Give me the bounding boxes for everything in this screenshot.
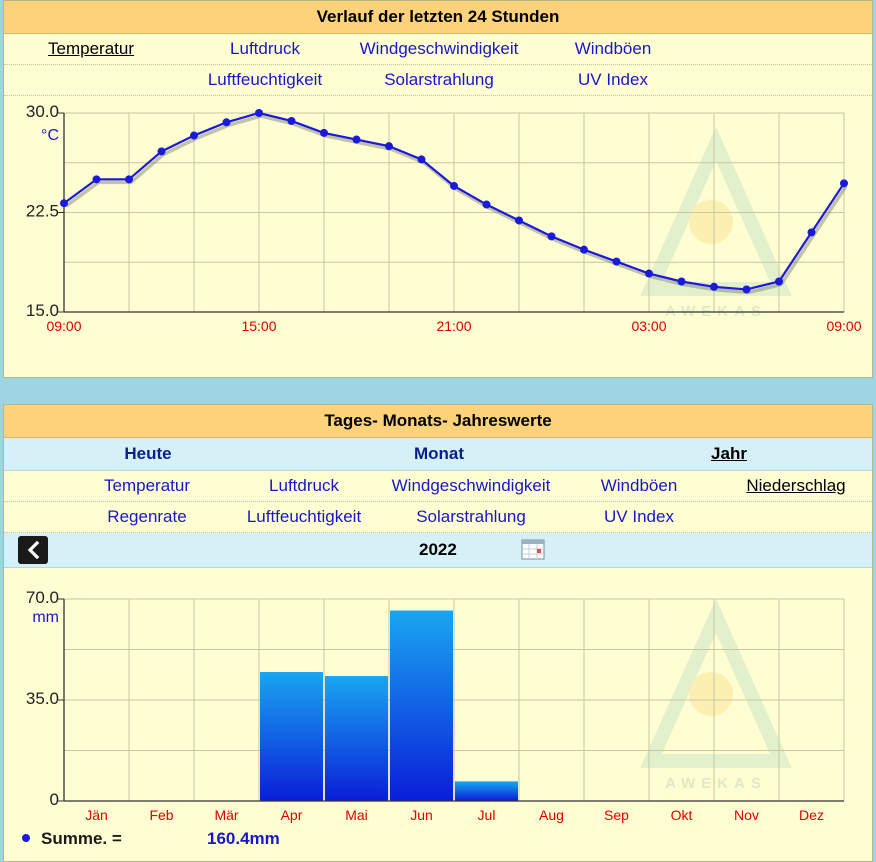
data-point (157, 147, 166, 156)
tab-windgeschwindigkeit[interactable]: Windgeschwindigkeit (359, 39, 519, 58)
temperature-line-chart: AWEKAS 30.0 22.5 15.0 °C 09:00 15:00 21:00 03:00… (26, 102, 862, 334)
x-tick-label: Jul (478, 807, 496, 823)
data-point (645, 269, 653, 278)
awekas-watermark: AWEKAS (640, 126, 792, 320)
x-tick-label: Feb (149, 807, 173, 823)
watermark-text: AWEKAS (665, 775, 767, 792)
period-monat[interactable]: Monat (413, 444, 465, 463)
tab-solarstrahlung[interactable]: Solarstrahlung (384, 70, 494, 89)
data-point (255, 109, 263, 117)
bar-jun (390, 610, 453, 801)
legend-value: 160.4mm (207, 829, 280, 848)
tab-luftfeuchtigkeit[interactable]: Luftfeuchtigkeit (207, 70, 323, 89)
period-jahr[interactable]: Jahr (711, 444, 747, 463)
bar-apr (260, 672, 323, 801)
y-tick-label: 70.0 (26, 588, 59, 607)
x-tick-label: Jän (85, 807, 108, 823)
y-tick-label: 30.0 (26, 102, 59, 121)
year-label: 2022 (419, 540, 457, 559)
data-point (742, 285, 751, 294)
legend: Summe. = 160.4mm (22, 829, 280, 848)
tab-luftdruck[interactable]: Luftdruck (230, 39, 300, 58)
panel-header-24h: Verlauf der letzten 24 Stunden (4, 1, 872, 34)
data-point (840, 179, 848, 188)
series-line-shadow (64, 114, 848, 295)
y-axis-unit: mm (32, 609, 59, 626)
watermark-sun (689, 672, 733, 716)
x-tick-label: 09:00 (826, 318, 861, 334)
tab-luftfeuchtigkeit-2[interactable]: Luftfeuchtigkeit (246, 507, 362, 526)
x-tick-label: Mai (345, 807, 368, 823)
data-point (482, 200, 491, 209)
bar-mai (325, 676, 388, 801)
previous-year-button[interactable] (18, 536, 48, 564)
legend-marker (22, 834, 30, 842)
x-tick-label: 21:00 (436, 318, 471, 334)
legend-label: Summe. = (41, 829, 122, 848)
tab-regenrate[interactable]: Regenrate (107, 507, 187, 526)
x-tick-label: Sep (604, 807, 629, 823)
tab-niederschlag[interactable]: Niederschlag (746, 476, 846, 495)
period-values-panel: Tages- Monats- Jahreswerte Heute Monat J… (3, 404, 873, 862)
data-point (677, 277, 686, 286)
x-tick-label: Jun (410, 807, 433, 823)
tab-uv-index[interactable]: UV Index (578, 70, 648, 89)
year-nav-bar: 2022 (4, 533, 872, 568)
data-point (320, 128, 328, 137)
period-heute[interactable]: Heute (124, 444, 172, 463)
y-tick-label: 0 (50, 790, 59, 809)
y-tick-label: 22.5 (26, 202, 59, 221)
tab-windgeschwindigkeit-2[interactable]: Windgeschwindigkeit (391, 476, 551, 495)
data-point (450, 181, 458, 190)
x-tick-label: Apr (281, 807, 303, 823)
x-tick-label: Aug (539, 807, 564, 823)
x-tick-label: Mär (214, 807, 238, 823)
tab-windboeen-2[interactable]: Windböen (600, 476, 678, 495)
y-tick-label: 15.0 (26, 301, 59, 320)
y-axis-unit: °C (41, 127, 59, 144)
last-24h-panel: Verlauf der letzten 24 Stunden Temperatu… (3, 0, 873, 378)
data-point (190, 131, 198, 140)
data-point (385, 142, 393, 151)
x-tick-label: Okt (671, 807, 693, 823)
data-point (125, 175, 133, 184)
data-point (60, 199, 68, 208)
tab-windboeen[interactable]: Windböen (574, 39, 652, 58)
precipitation-bar-chart: AWEKAS 70.0 35.0 0 mm Jän Feb Mär Apr Mai Jun Jul Au… (22, 588, 845, 848)
tab-temperatur-2[interactable]: Temperatur (104, 476, 190, 495)
data-point (807, 228, 816, 237)
awekas-watermark: AWEKAS (640, 598, 792, 792)
data-point (417, 155, 426, 164)
x-tick-label: 09:00 (46, 318, 81, 334)
watermark-triangle (640, 598, 792, 768)
data-point (775, 277, 783, 286)
data-point (92, 175, 101, 184)
x-tick-label: Nov (734, 807, 759, 823)
data-point (710, 282, 718, 291)
tab-solarstrahlung-2[interactable]: Solarstrahlung (416, 507, 526, 526)
chevron-left-icon (27, 541, 40, 559)
tab-temperatur[interactable]: Temperatur (48, 39, 134, 58)
data-point (580, 245, 588, 254)
data-point (222, 118, 231, 127)
x-tick-label: Dez (799, 807, 824, 823)
data-point (352, 135, 361, 144)
x-tick-label: 03:00 (631, 318, 666, 334)
tab-luftdruck-2[interactable]: Luftdruck (269, 476, 339, 495)
data-point (287, 116, 296, 125)
data-point (515, 216, 523, 225)
tab-uv-index-2[interactable]: UV Index (604, 507, 674, 526)
panel-header-period: Tages- Monats- Jahreswerte (4, 405, 872, 438)
y-tick-label: 35.0 (26, 689, 59, 708)
bar-jul (455, 781, 518, 801)
calendar-icon[interactable] (521, 538, 545, 560)
watermark-sun (689, 200, 733, 244)
data-point (612, 257, 621, 266)
data-point (547, 232, 556, 241)
x-tick-label: 15:00 (241, 318, 276, 334)
